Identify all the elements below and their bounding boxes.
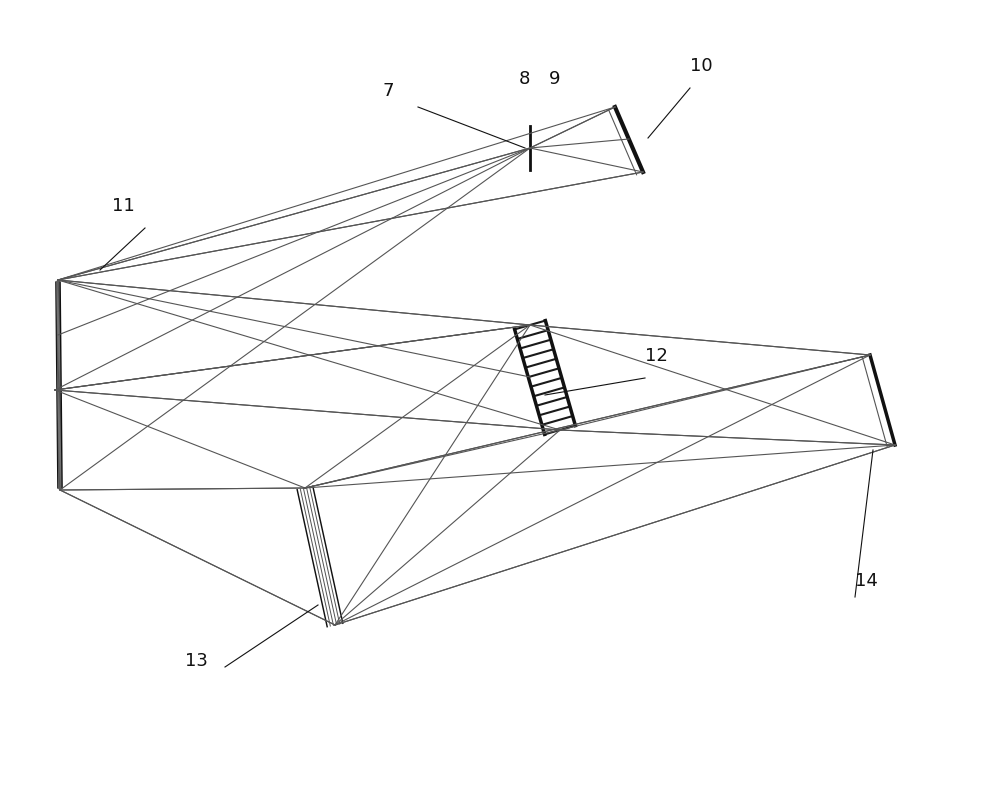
Text: 11: 11 <box>112 197 135 215</box>
Text: 12: 12 <box>645 347 668 365</box>
Text: 14: 14 <box>855 572 878 590</box>
Text: 10: 10 <box>690 57 713 75</box>
Text: 9: 9 <box>549 70 560 88</box>
Text: 8: 8 <box>519 70 530 88</box>
Text: 13: 13 <box>185 652 208 670</box>
Text: 7: 7 <box>383 82 394 100</box>
